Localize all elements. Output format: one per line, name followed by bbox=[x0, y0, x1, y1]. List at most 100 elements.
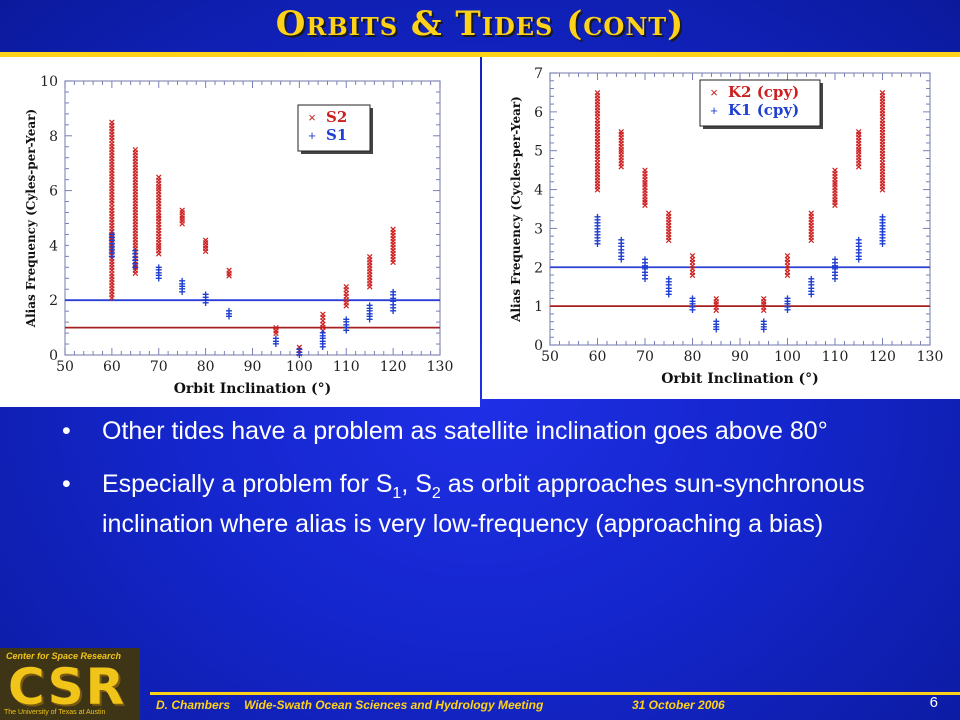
cross-marker: × bbox=[689, 270, 695, 282]
cross-marker: × bbox=[689, 267, 695, 279]
cross-marker: × bbox=[594, 151, 600, 163]
cross-marker: × bbox=[132, 178, 138, 190]
cross-marker: × bbox=[390, 239, 396, 251]
plus-marker: + bbox=[594, 219, 601, 233]
cross-marker: × bbox=[832, 183, 838, 195]
cross-marker: × bbox=[132, 163, 138, 175]
cross-marker: × bbox=[132, 187, 138, 199]
cross-marker: × bbox=[132, 259, 138, 271]
cross-marker: × bbox=[132, 205, 138, 217]
cross-marker: × bbox=[879, 90, 885, 102]
legend-label: K2 (cpy) bbox=[728, 83, 799, 101]
cross-marker: × bbox=[642, 200, 648, 212]
cross-marker: × bbox=[594, 148, 600, 160]
cross-marker: × bbox=[808, 235, 814, 247]
cross-marker: × bbox=[109, 120, 115, 132]
plus-marker: + bbox=[784, 294, 791, 308]
cross-marker: × bbox=[832, 168, 838, 180]
plus-marker: + bbox=[618, 243, 625, 257]
plus-marker: + bbox=[319, 337, 326, 351]
plus-marker: + bbox=[808, 287, 815, 301]
logo-bottom-text: The University of Texas at Austin bbox=[4, 709, 106, 716]
cross-marker: × bbox=[594, 109, 600, 121]
cross-marker: × bbox=[109, 123, 115, 135]
cross-marker: × bbox=[109, 190, 115, 202]
plus-marker: + bbox=[618, 246, 625, 260]
cross-marker: × bbox=[132, 199, 138, 211]
cross-marker: × bbox=[343, 288, 349, 300]
cross-marker: × bbox=[832, 177, 838, 189]
cross-marker: × bbox=[713, 299, 719, 311]
cross-marker: × bbox=[879, 136, 885, 148]
cross-marker: × bbox=[879, 179, 885, 191]
cross-marker: × bbox=[594, 166, 600, 178]
plus-marker: + bbox=[296, 343, 303, 357]
cross-marker: × bbox=[109, 250, 115, 262]
cross-marker: × bbox=[366, 272, 372, 284]
cross-marker: × bbox=[109, 153, 115, 165]
plus-marker: + bbox=[390, 288, 397, 302]
y-tick-label: 2 bbox=[49, 293, 58, 309]
plus-marker: + bbox=[594, 237, 601, 251]
cross-marker: × bbox=[109, 178, 115, 190]
cross-marker: × bbox=[109, 238, 115, 250]
y-tick-label: 10 bbox=[40, 74, 58, 90]
x-tick-label: 110 bbox=[822, 349, 849, 365]
cross-marker: × bbox=[856, 129, 862, 141]
plus-marker: + bbox=[343, 312, 350, 326]
cross-marker: × bbox=[856, 147, 862, 159]
cross-marker: × bbox=[761, 299, 767, 311]
cross-marker: × bbox=[109, 150, 115, 162]
cross-marker: × bbox=[618, 147, 624, 159]
cross-marker: × bbox=[784, 267, 790, 279]
bullet-text: Especially a problem for S1, S2 as orbit… bbox=[102, 470, 865, 538]
plus-marker: + bbox=[831, 265, 838, 279]
cross-marker: × bbox=[713, 305, 719, 317]
cross-marker: × bbox=[132, 214, 138, 226]
cross-marker: × bbox=[366, 269, 372, 281]
cross-marker: × bbox=[156, 219, 162, 231]
cross-marker: × bbox=[202, 246, 208, 258]
cross-marker: × bbox=[594, 124, 600, 136]
cross-marker: × bbox=[879, 166, 885, 178]
plus-marker: + bbox=[366, 307, 373, 321]
cross-marker: × bbox=[618, 135, 624, 147]
cross-marker: × bbox=[879, 148, 885, 160]
cross-marker: × bbox=[296, 342, 302, 354]
y-tick-label: 0 bbox=[534, 338, 543, 354]
cross-marker: × bbox=[879, 109, 885, 121]
plus-marker: + bbox=[594, 231, 601, 245]
plus-marker: + bbox=[879, 222, 886, 236]
cross-marker: × bbox=[132, 151, 138, 163]
cross-marker: × bbox=[156, 207, 162, 219]
plus-marker: + bbox=[855, 240, 862, 254]
cross-marker: × bbox=[689, 260, 695, 272]
cross-marker: × bbox=[366, 278, 372, 290]
cross-marker: × bbox=[594, 182, 600, 194]
cross-marker: × bbox=[879, 182, 885, 194]
cross-marker: × bbox=[642, 191, 648, 203]
cross-marker: × bbox=[132, 148, 138, 160]
cross-marker: × bbox=[156, 228, 162, 240]
legend-label: S1 bbox=[326, 126, 347, 144]
cross-marker: × bbox=[879, 124, 885, 136]
cross-marker: × bbox=[296, 345, 302, 357]
cross-marker: × bbox=[594, 100, 600, 112]
cross-marker: × bbox=[109, 144, 115, 156]
x-tick-label: 60 bbox=[103, 359, 121, 375]
cross-marker: × bbox=[109, 208, 115, 220]
plus-marker: + bbox=[808, 275, 815, 289]
plus-marker: + bbox=[618, 236, 625, 250]
cross-marker: × bbox=[202, 235, 208, 247]
plus-marker: + bbox=[689, 300, 696, 314]
plus-marker: + bbox=[390, 285, 397, 299]
cross-marker: × bbox=[132, 238, 138, 250]
cross-marker: × bbox=[132, 190, 138, 202]
cross-marker: × bbox=[666, 208, 672, 220]
plus-marker: + bbox=[808, 278, 815, 292]
chart-s1-s2-svg: 50 60 70 80 90 100 110 120 130 0 2 4 6 8 10 Orbit Incli… bbox=[24, 74, 453, 397]
plus-marker: + bbox=[366, 299, 373, 313]
plus-marker: + bbox=[319, 334, 326, 348]
cross-marker: × bbox=[109, 156, 115, 168]
plus-marker: + bbox=[879, 231, 886, 245]
